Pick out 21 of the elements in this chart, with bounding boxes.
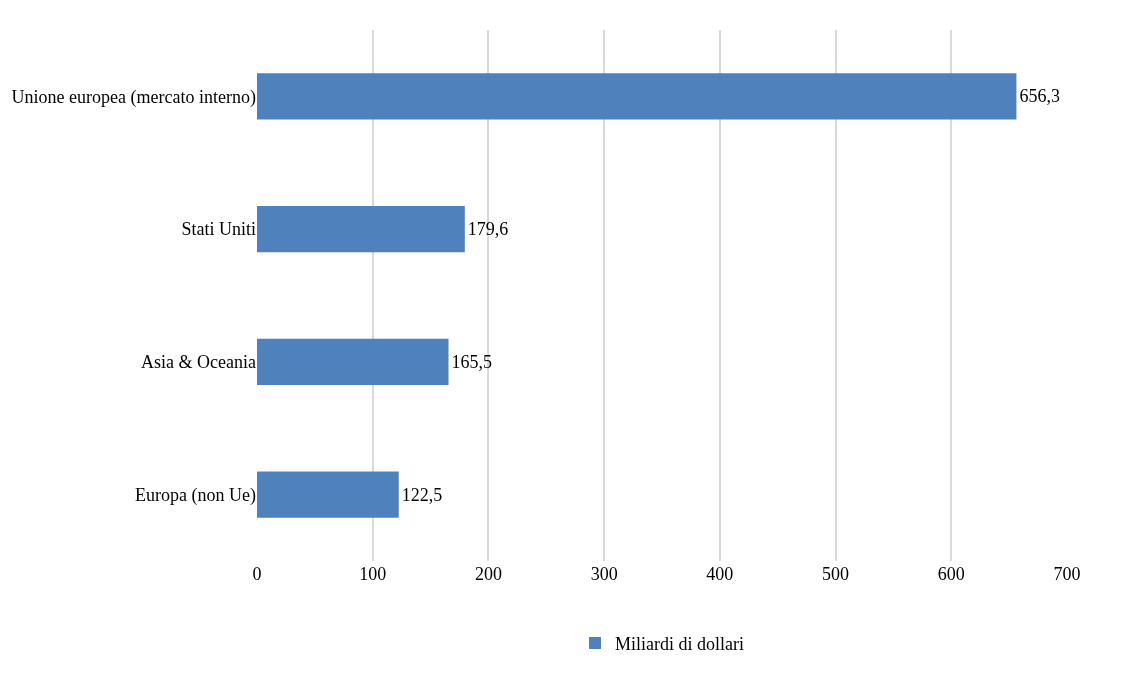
x-tick-label: 200 <box>474 564 502 584</box>
x-tick-label: 300 <box>590 564 618 584</box>
x-tick-label: 700 <box>1053 564 1081 584</box>
x-tick-label: 500 <box>822 564 850 584</box>
y-tick-label: Unione europea (mercato interno) <box>11 86 256 108</box>
legend-label: Miliardi di dollari <box>615 633 744 654</box>
x-tick-label: 600 <box>937 564 965 584</box>
y-tick-label: Asia & Oceania <box>141 352 257 373</box>
x-tick-label: 0 <box>252 564 262 584</box>
x-tick-label: 400 <box>706 564 734 584</box>
bar <box>257 471 399 518</box>
data-label: 122,5 <box>401 484 443 505</box>
data-label: 165,5 <box>451 351 493 372</box>
data-label: 179,6 <box>467 219 509 240</box>
y-tick-label: Stati Uniti <box>181 219 256 240</box>
bar <box>257 205 465 253</box>
bar <box>257 73 1017 120</box>
data-label: 656,3 <box>1019 86 1060 107</box>
y-tick-label: Europa (non Ue) <box>135 484 256 506</box>
x-tick-label: 100 <box>359 564 387 584</box>
bar <box>257 338 449 386</box>
